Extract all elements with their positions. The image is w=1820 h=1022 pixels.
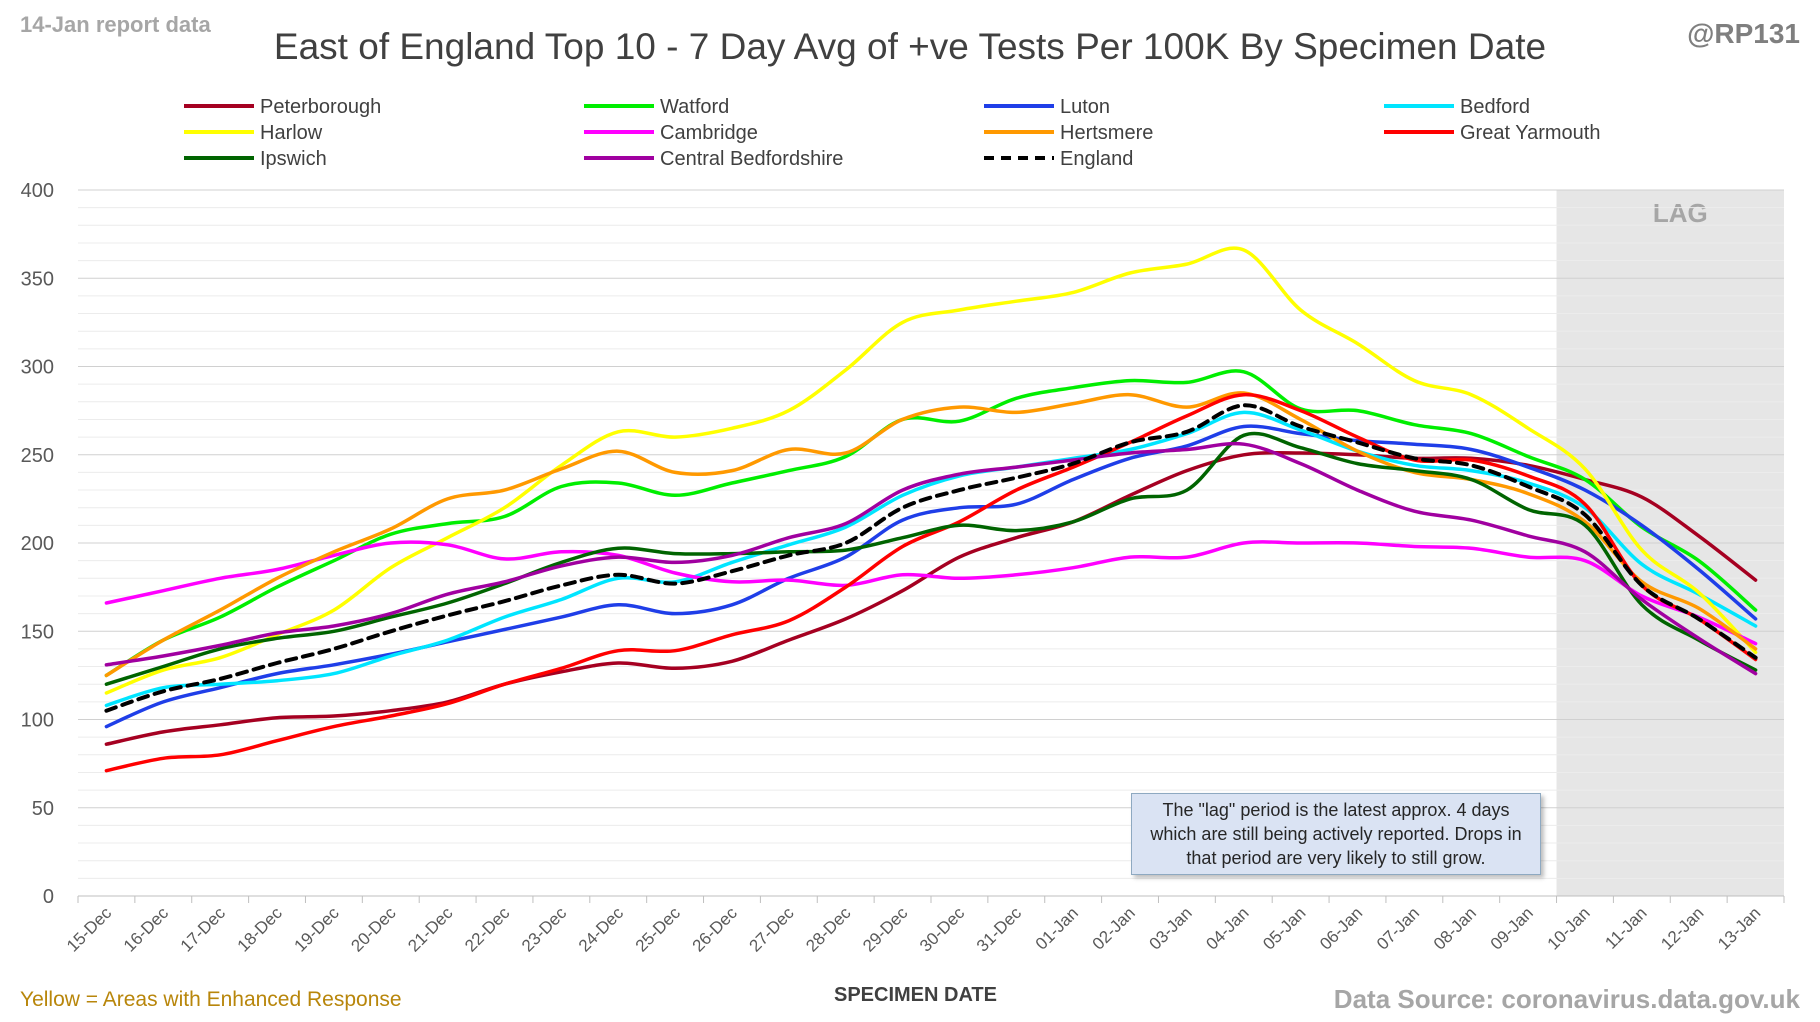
chart-title: East of England Top 10 - 7 Day Avg of +v… (273, 26, 1547, 67)
legend-label-cambridge: Cambridge (660, 122, 758, 144)
y-tick-label: 250 (21, 445, 54, 467)
x-tick-label: 24-Dec (575, 903, 628, 956)
x-tick-label: 20-Dec (347, 903, 400, 956)
y-tick-label: 50 (32, 798, 54, 820)
legend-label-england: England (1060, 148, 1133, 170)
x-tick-label: 04-Jan (1202, 903, 1252, 953)
y-tick-label: 400 (21, 180, 54, 202)
series-line-hertsmere (104, 391, 1758, 678)
series-line-england (104, 403, 1758, 713)
x-tick-label: 05-Jan (1259, 903, 1309, 953)
series-line-central-bedfordshire (104, 441, 1758, 676)
series-line-cambridge (104, 540, 1758, 646)
x-tick-label: 22-Dec (461, 903, 514, 956)
series-line-peterborough (104, 451, 1758, 746)
x-tick-label: 01-Jan (1032, 903, 1082, 953)
x-tick-label: 08-Jan (1430, 903, 1480, 953)
legend-label-watford: Watford (660, 96, 729, 118)
lag-annotation: The "lag" period is the latest approx. 4… (1131, 793, 1541, 875)
series-line-harlow (104, 246, 1758, 695)
series-line-ipswich (104, 431, 1758, 686)
y-tick-label: 150 (21, 621, 54, 643)
y-tick-label: 350 (21, 268, 54, 290)
x-tick-label: 12-Jan (1657, 903, 1707, 953)
data-source-note: Data Source: coronavirus.data.gov.uk (1333, 984, 1800, 1014)
x-tick-label: 16-Dec (120, 903, 173, 956)
x-tick-label: 06-Jan (1316, 903, 1366, 953)
x-tick-label: 21-Dec (404, 903, 457, 956)
legend-label-ipswich: Ipswich (260, 148, 327, 170)
x-tick-label: 29-Dec (859, 903, 912, 956)
x-tick-label: 15-Dec (63, 903, 116, 956)
legend-label-luton: Luton (1060, 96, 1110, 118)
legend-label-great-yarmouth: Great Yarmouth (1460, 122, 1600, 144)
legend-label-bedford: Bedford (1460, 96, 1530, 118)
x-tick-label: 27-Dec (745, 903, 798, 956)
y-tick-label: 200 (21, 533, 54, 555)
x-tick-label: 07-Jan (1373, 903, 1423, 953)
x-tick-label: 31-Dec (973, 903, 1026, 956)
x-tick-label: 25-Dec (632, 903, 685, 956)
x-tick-label: 26-Dec (689, 903, 742, 956)
x-axis-label: SPECIMEN DATE (834, 984, 997, 1006)
x-tick-label: 02-Jan (1089, 903, 1139, 953)
legend-label-hertsmere: Hertsmere (1060, 122, 1153, 144)
enhanced-response-note: Yellow = Areas with Enhanced Response (20, 988, 402, 1011)
y-tick-label: 0 (43, 886, 54, 908)
x-tick-label: 13-Jan (1714, 903, 1764, 953)
legend-label-peterborough: Peterborough (260, 96, 381, 118)
x-tick-label: 03-Jan (1146, 903, 1196, 953)
x-tick-label: 19-Dec (291, 903, 344, 956)
x-tick-label: 10-Jan (1544, 903, 1594, 953)
author-handle: @RP131 (1687, 18, 1800, 49)
y-tick-label: 100 (21, 710, 54, 732)
x-tick-label: 23-Dec (518, 903, 571, 956)
lag-label: LAG (1653, 198, 1708, 228)
series-line-watford (104, 369, 1758, 678)
x-tick-label: 09-Jan (1487, 903, 1537, 953)
x-tick-label: 11-Jan (1601, 903, 1650, 952)
x-tick-label: 18-Dec (234, 903, 287, 956)
x-tick-label: 17-Dec (177, 903, 230, 956)
y-tick-label: 300 (21, 357, 54, 379)
report-date-note: 14-Jan report data (20, 12, 211, 37)
x-tick-label: 28-Dec (802, 903, 855, 956)
x-tick-label: 30-Dec (916, 903, 969, 956)
legend-label-central-bedfordshire: Central Bedfordshire (660, 148, 843, 170)
legend-label-harlow: Harlow (260, 122, 323, 144)
